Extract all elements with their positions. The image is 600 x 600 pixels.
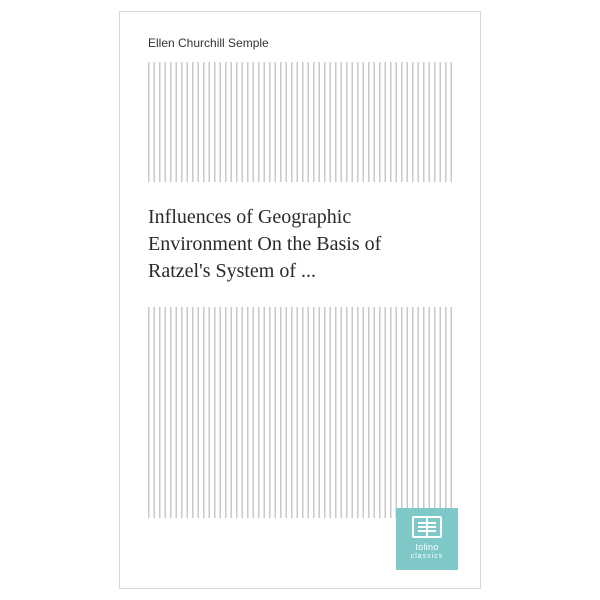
stripe-pattern-bottom [148,307,452,518]
book-cover: Ellen Churchill Semple Influences of Geo… [119,11,481,589]
publisher-subbrand: classics [411,552,444,562]
author-name: Ellen Churchill Semple [148,36,452,50]
publisher-brand: tolino [415,543,438,552]
book-title: Influences of Geographic Environment On … [148,204,418,285]
book-icon [412,516,442,538]
publisher-badge: tolino classics [396,508,458,570]
stripe-pattern-top [148,62,452,182]
